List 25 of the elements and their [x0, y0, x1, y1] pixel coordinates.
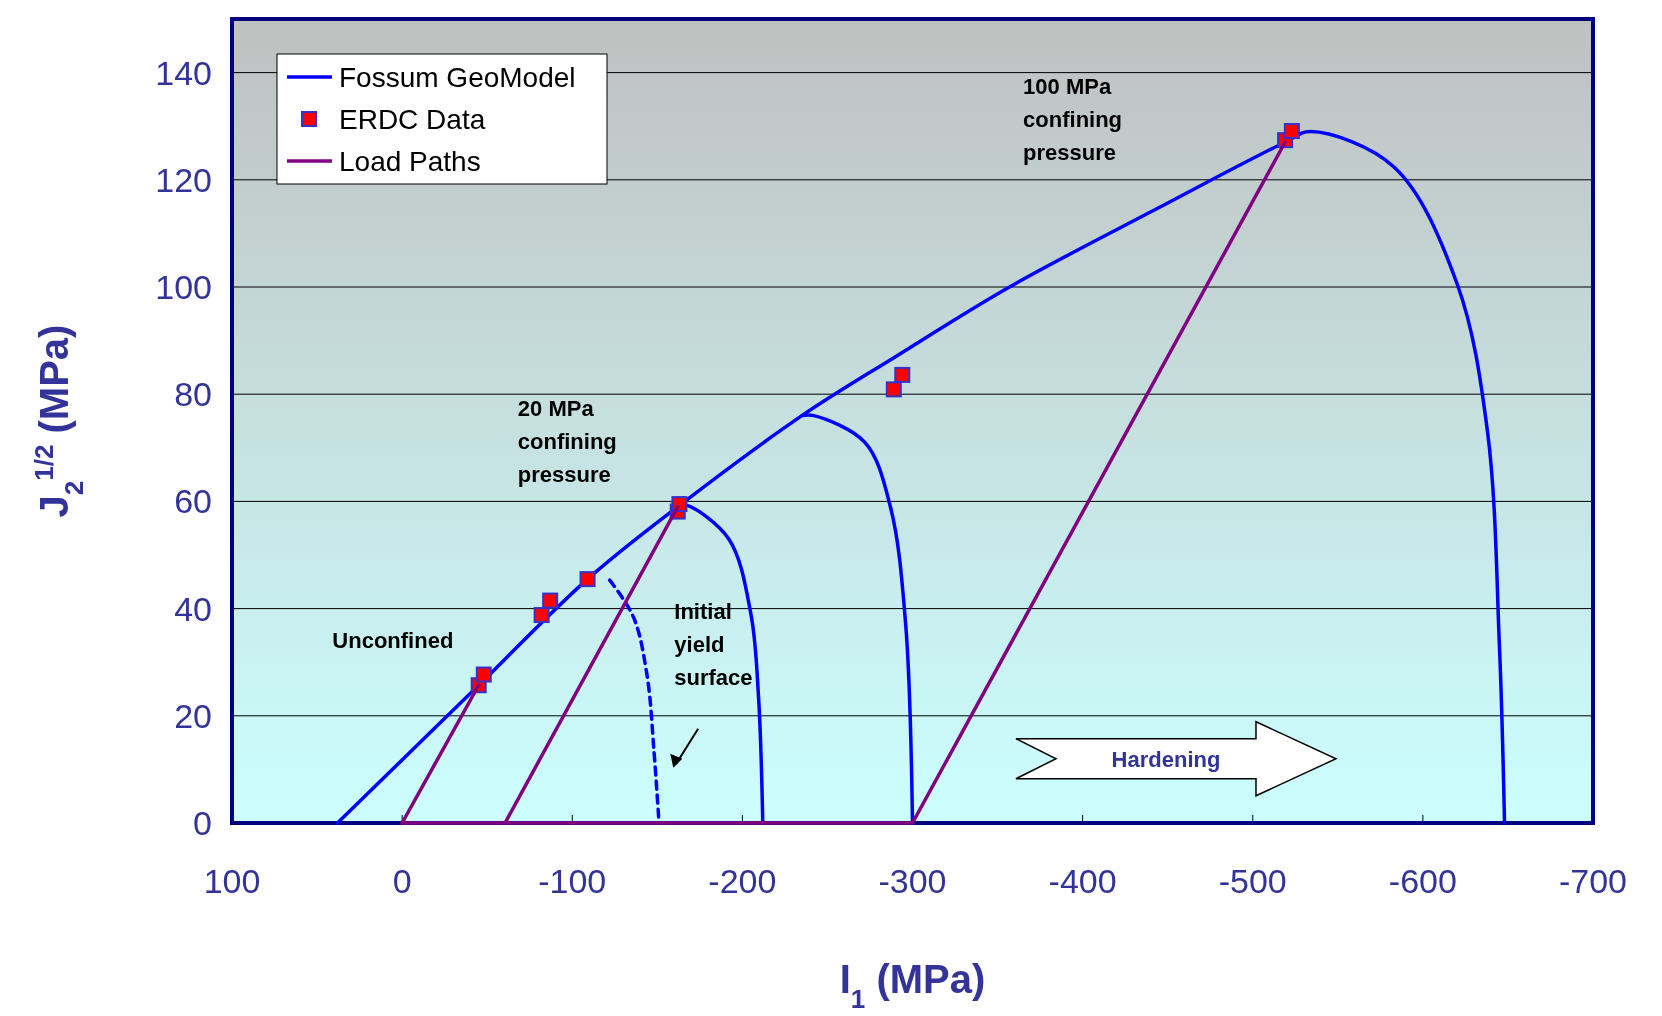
x-tick-label: 0 [392, 862, 412, 900]
y-tick-label: 140 [155, 53, 212, 92]
x-tick-label: -600 [1388, 862, 1457, 900]
annotation: 100 MPa confining pressure [1023, 74, 1123, 166]
legend-label: Load Paths [339, 145, 481, 177]
x-axis-title: I$_{1}$ (MPa) [839, 957, 986, 1014]
y-tick-label: 80 [174, 375, 212, 414]
x-tick-label: 100 [203, 862, 261, 900]
y-tick-label: 20 [174, 696, 212, 735]
y-tick-label: 60 [174, 482, 212, 521]
annotation: Hardening [1111, 746, 1221, 772]
y-tick-label: 120 [155, 160, 212, 199]
x-tick-label: -200 [708, 862, 777, 900]
legend-label: ERDC Data [339, 103, 486, 135]
y-tick-label: 100 [155, 267, 212, 306]
annotation: 20 MPa confining pressure [517, 395, 617, 487]
x-tick-label: -300 [878, 862, 947, 900]
x-tick-label: -700 [1558, 862, 1628, 900]
x-tick-label: -100 [538, 862, 607, 900]
x-tick-label: -500 [1218, 862, 1287, 900]
legend-label: Fossum GeoModel [339, 61, 576, 93]
y-tick-label: 40 [174, 589, 212, 628]
annotation: Unconfined [332, 628, 454, 654]
y-tick-label: 0 [193, 803, 212, 842]
x-tick-label: -400 [1048, 862, 1117, 900]
